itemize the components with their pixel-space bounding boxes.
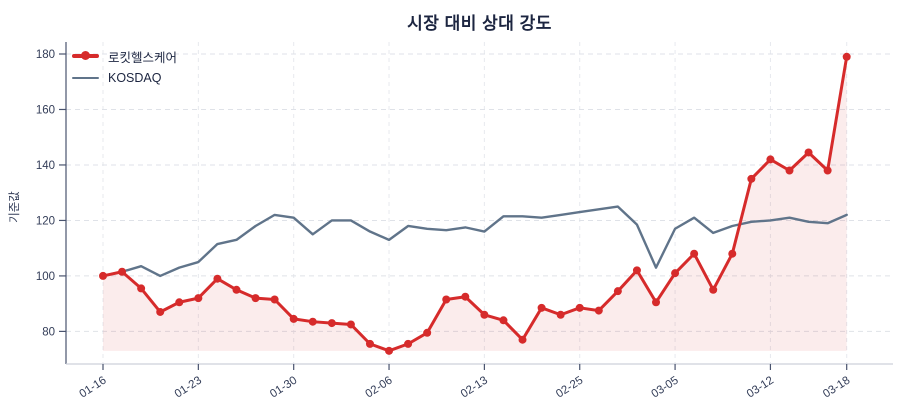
data-point — [118, 267, 127, 276]
data-point — [690, 249, 699, 258]
data-point — [823, 166, 832, 175]
data-point — [385, 346, 394, 355]
data-point — [652, 298, 661, 307]
x-tick-label: 01-16 — [77, 374, 108, 400]
data-point — [137, 284, 146, 293]
data-point — [289, 314, 298, 323]
data-point — [461, 292, 470, 301]
data-point — [785, 166, 794, 175]
x-tick-label: 01-23 — [173, 374, 204, 400]
x-tick-label: 03-18 — [821, 374, 852, 400]
data-point — [594, 306, 603, 315]
data-point — [728, 249, 737, 258]
x-tick-label: 01-30 — [268, 374, 299, 400]
data-point — [346, 320, 355, 329]
y-tick-label: 160 — [36, 104, 55, 116]
kosdaq-line-swatch — [72, 76, 99, 80]
data-point — [556, 310, 565, 319]
data-point — [709, 285, 718, 294]
x-tick-label: 03-05 — [649, 374, 680, 400]
data-point — [251, 294, 260, 303]
data-point — [156, 307, 165, 316]
y-tick-label: 180 — [36, 49, 55, 61]
chart-legend: 로킷헬스케어 KOSDAQ — [72, 47, 177, 87]
data-point — [99, 271, 107, 280]
data-point — [671, 269, 680, 278]
data-point — [537, 303, 546, 312]
data-point — [632, 266, 641, 275]
data-point — [480, 310, 489, 319]
x-tick-label: 02-06 — [363, 374, 394, 400]
data-point — [423, 328, 432, 337]
data-point — [842, 52, 851, 61]
rokit-line — [101, 55, 849, 353]
data-point — [442, 295, 451, 304]
data-point — [175, 298, 184, 307]
data-point — [365, 339, 374, 348]
data-point — [499, 316, 508, 325]
data-point — [308, 317, 317, 326]
y-tick-label: 100 — [36, 271, 55, 283]
x-tick-label: 02-25 — [554, 374, 585, 400]
data-point — [327, 319, 336, 328]
rokit-marker-dot — [81, 51, 90, 61]
data-point — [213, 274, 222, 283]
legend-label-kosdaq: KOSDAQ — [108, 71, 162, 85]
data-point — [575, 303, 584, 312]
kosdaq-line — [101, 205, 848, 278]
data-point — [194, 294, 203, 303]
legend-item-rokit[interactable]: 로킷헬스케어 — [72, 47, 177, 65]
y-tick-label: 120 — [36, 215, 55, 227]
x-tick-label: 02-13 — [459, 374, 490, 400]
data-point — [232, 285, 241, 294]
x-tick-label: 03-12 — [745, 374, 776, 400]
rokit-line-swatch — [72, 51, 99, 61]
data-point — [404, 339, 413, 348]
data-point — [613, 287, 622, 296]
area-fill — [103, 56, 847, 351]
data-point — [804, 148, 813, 157]
y-tick-label: 80 — [42, 326, 55, 338]
data-point — [747, 174, 756, 183]
legend-label-rokit: 로킷헬스케어 — [108, 50, 178, 65]
data-point — [766, 155, 775, 164]
chart-title: 시장 대비 상대 강도 — [407, 14, 552, 33]
data-point — [518, 335, 527, 344]
y-tick-label: 140 — [36, 160, 55, 172]
legend-item-kosdaq[interactable]: KOSDAQ — [72, 69, 177, 87]
data-point — [270, 295, 279, 304]
